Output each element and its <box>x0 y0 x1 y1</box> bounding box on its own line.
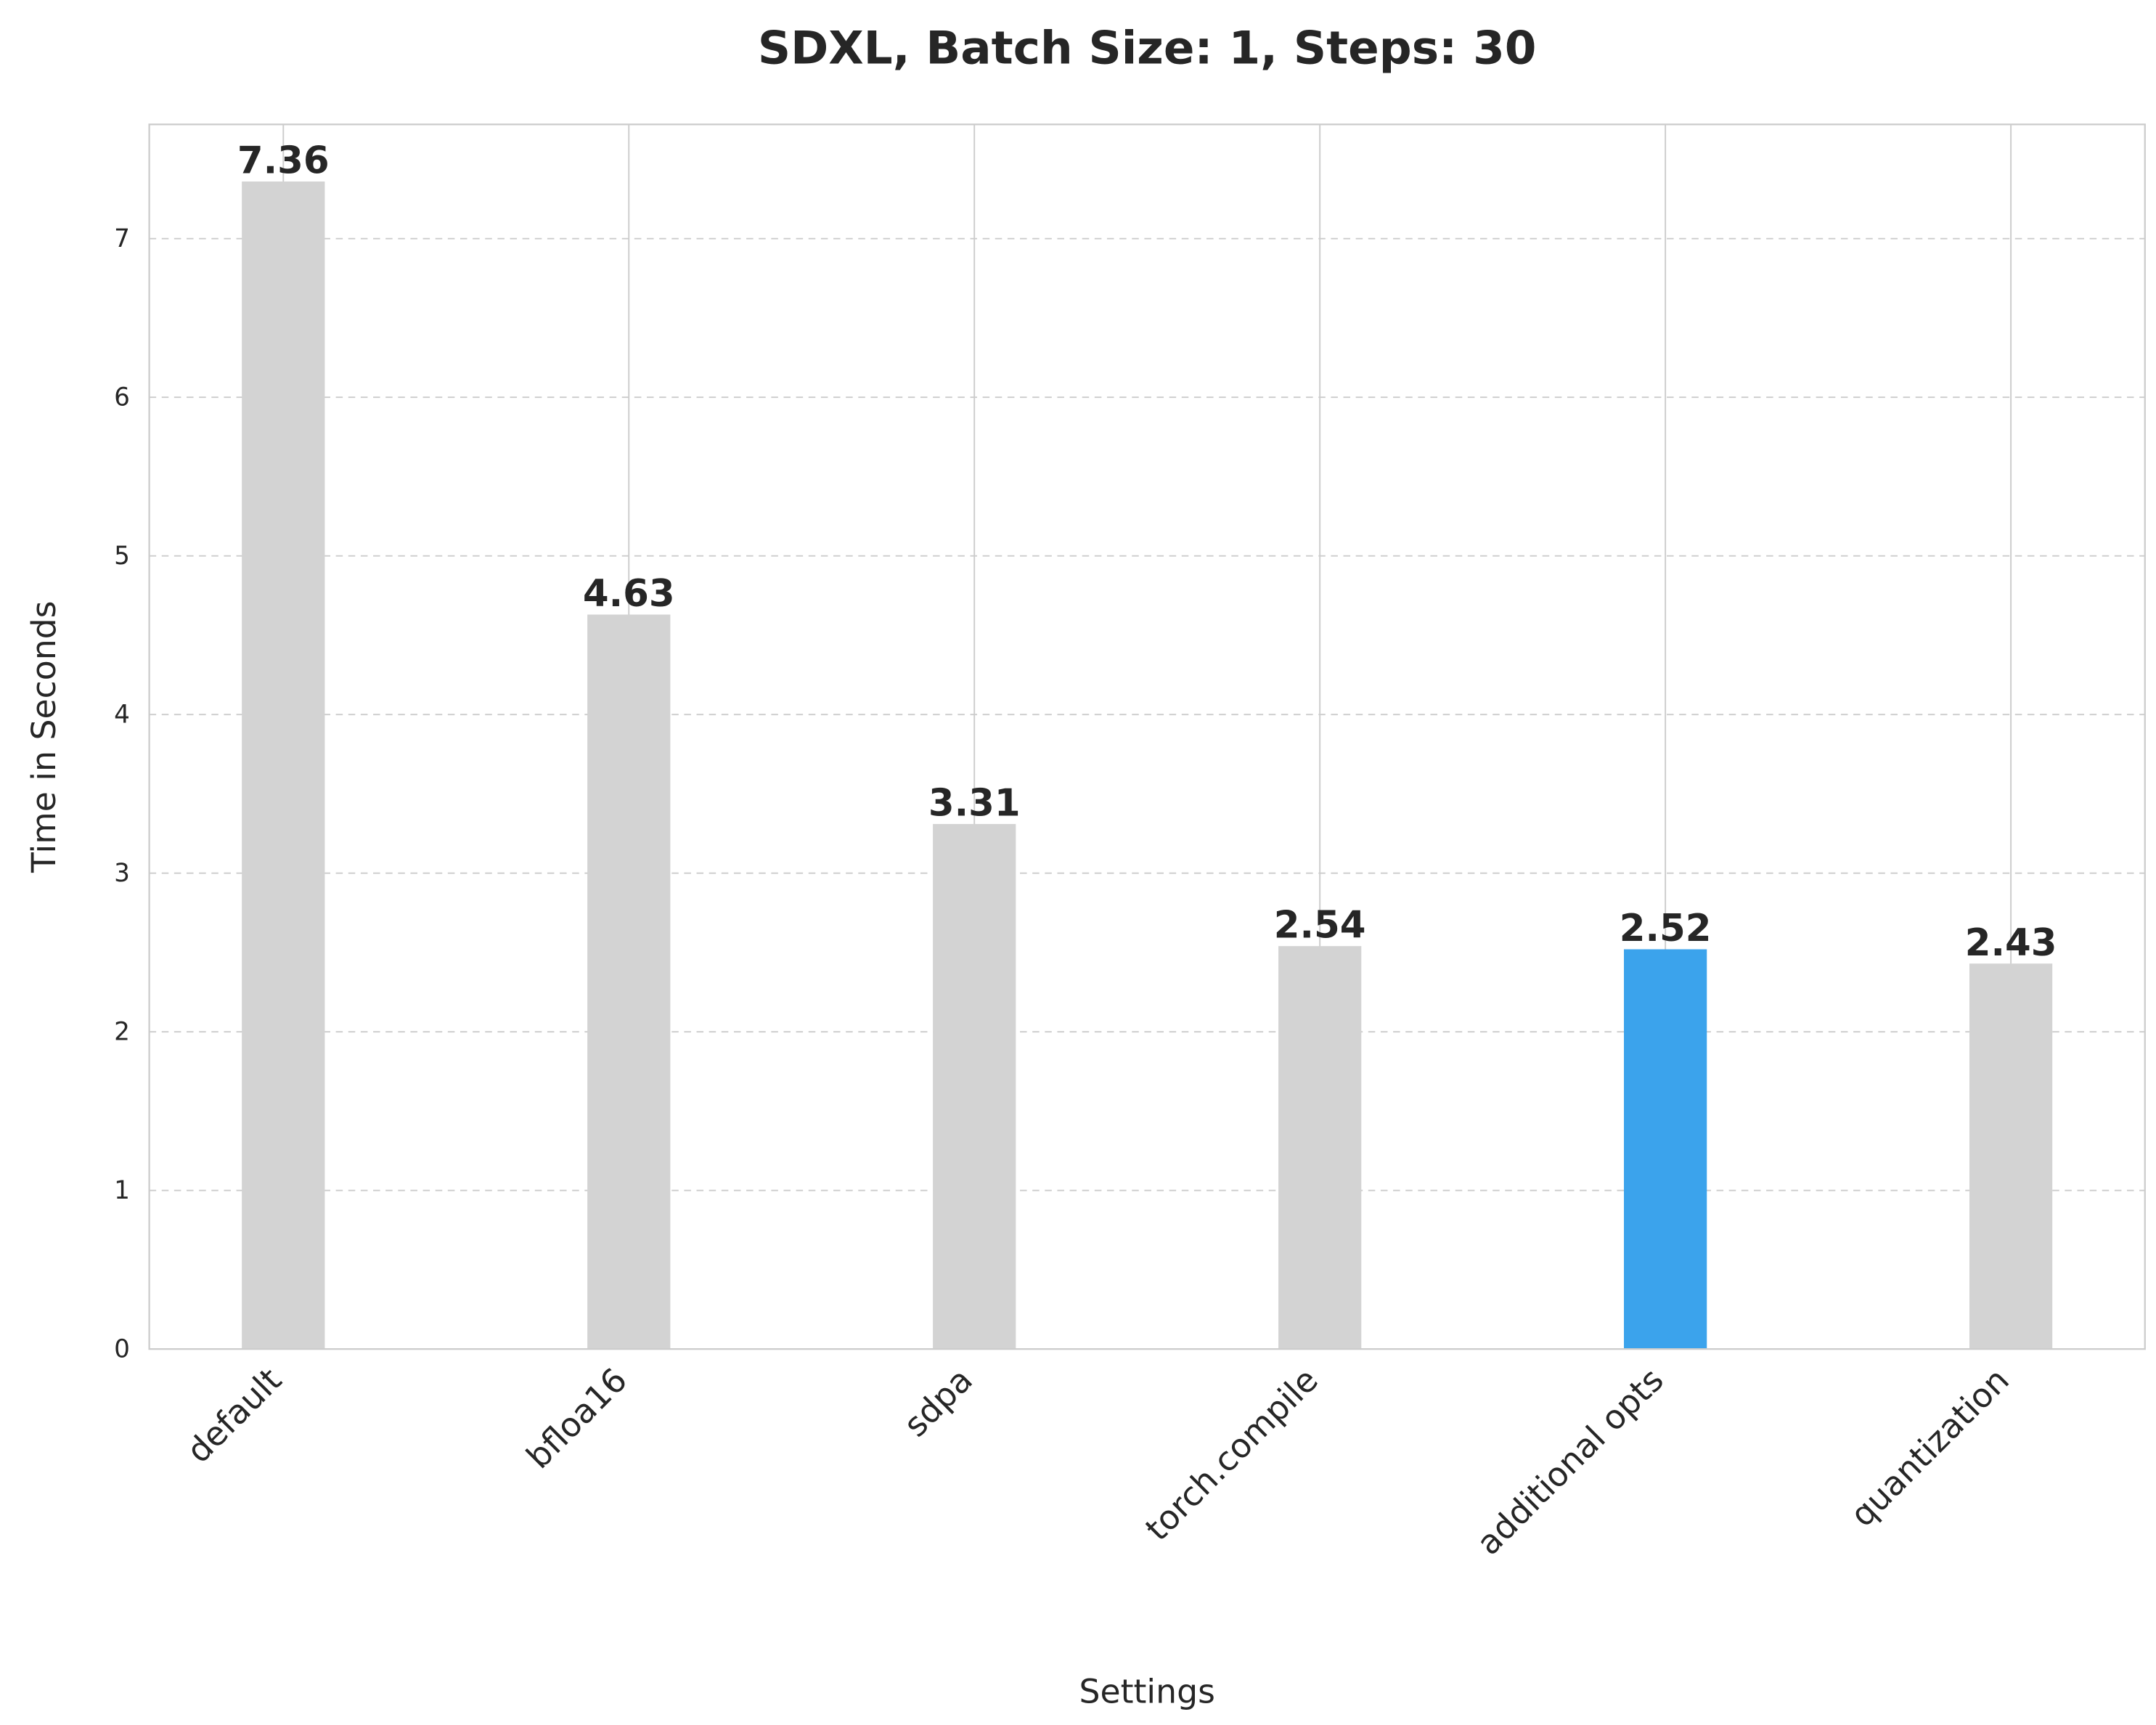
data-labels: 7.36 4.63 3.31 2.54 2.52 2.43 <box>237 139 2057 965</box>
data-label: 3.31 <box>928 782 1021 825</box>
y-tick-label: 4 <box>114 701 130 730</box>
bar-default <box>242 182 325 1350</box>
chart-title: SDXL, Batch Size: 1, Steps: 30 <box>758 22 1537 75</box>
bar-additional-opts <box>1624 949 1707 1350</box>
bar-sdpa <box>933 823 1016 1350</box>
data-label: 7.36 <box>237 139 330 183</box>
y-tick-label: 0 <box>114 1335 130 1364</box>
axes-frame <box>148 123 2146 1350</box>
y-tick-label: 5 <box>114 542 130 571</box>
data-label: 2.54 <box>1274 904 1366 947</box>
x-tick-label: torch.compile <box>1138 1361 1326 1548</box>
x-tick-label: additional opts <box>1469 1361 1671 1562</box>
y-tick-label: 2 <box>114 1018 130 1047</box>
y-tick-label: 1 <box>114 1176 130 1205</box>
data-label: 2.43 <box>1965 921 2057 965</box>
bar-torch-compile <box>1278 946 1362 1350</box>
bar-quantization <box>1969 963 2053 1350</box>
x-tick-label: sdpa <box>897 1361 980 1444</box>
x-tick-label: bfloa16 <box>519 1361 634 1476</box>
x-tick-label: default <box>179 1361 289 1470</box>
grid <box>149 124 2145 1350</box>
y-axis-ticks: 0 1 2 3 4 5 6 7 <box>114 224 130 1363</box>
x-tick-label: quantization <box>1843 1361 2017 1534</box>
y-axis-label: Time in Seconds <box>25 601 63 873</box>
y-tick-label: 7 <box>114 224 130 253</box>
data-label: 4.63 <box>583 572 675 616</box>
y-tick-label: 3 <box>114 859 130 888</box>
x-axis-ticks: default bfloa16 sdpa torch.compile additiona… <box>179 1361 2017 1562</box>
y-tick-label: 6 <box>114 383 130 412</box>
bar-bfloa16 <box>587 614 671 1350</box>
data-label: 2.52 <box>1620 907 1712 950</box>
x-axis-label: Settings <box>1079 1673 1214 1711</box>
bars <box>242 182 2053 1350</box>
